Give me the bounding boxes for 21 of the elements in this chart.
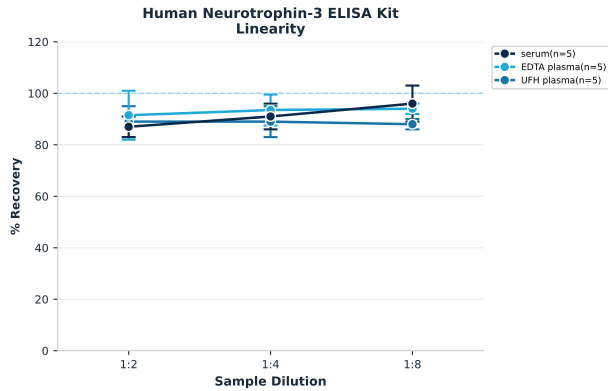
point [406,118,418,130]
point [406,98,418,110]
chart-title: Human Neurotrophin-3 ELISA Kit Linearity [144,7,398,36]
legend-label: EDTA plasma(n=5) [522,63,606,72]
y-tick-label: 60 [35,192,48,201]
legend-label: UFH plasma(n=5) [522,76,601,86]
point [123,110,134,121]
x-axis-title: Sample Dilution [215,376,326,388]
y-tick-label: 120 [28,38,48,46]
y-tick-label: 80 [35,140,48,150]
point [123,121,134,132]
y-tick-label: 100 [28,89,48,98]
y-axis-title: % Recovery [10,158,22,235]
legend-label: serum(n=5) [522,50,575,58]
y-tick-label: 40 [35,244,48,252]
x-tick-label: 1:2 [120,360,137,368]
point [265,110,276,122]
y-tick-label: 0 [42,346,48,356]
x-tick-label: 1:4 [262,360,279,368]
x-tick-label: 1:8 [404,360,421,368]
y-tick-label: 20 [35,295,48,304]
